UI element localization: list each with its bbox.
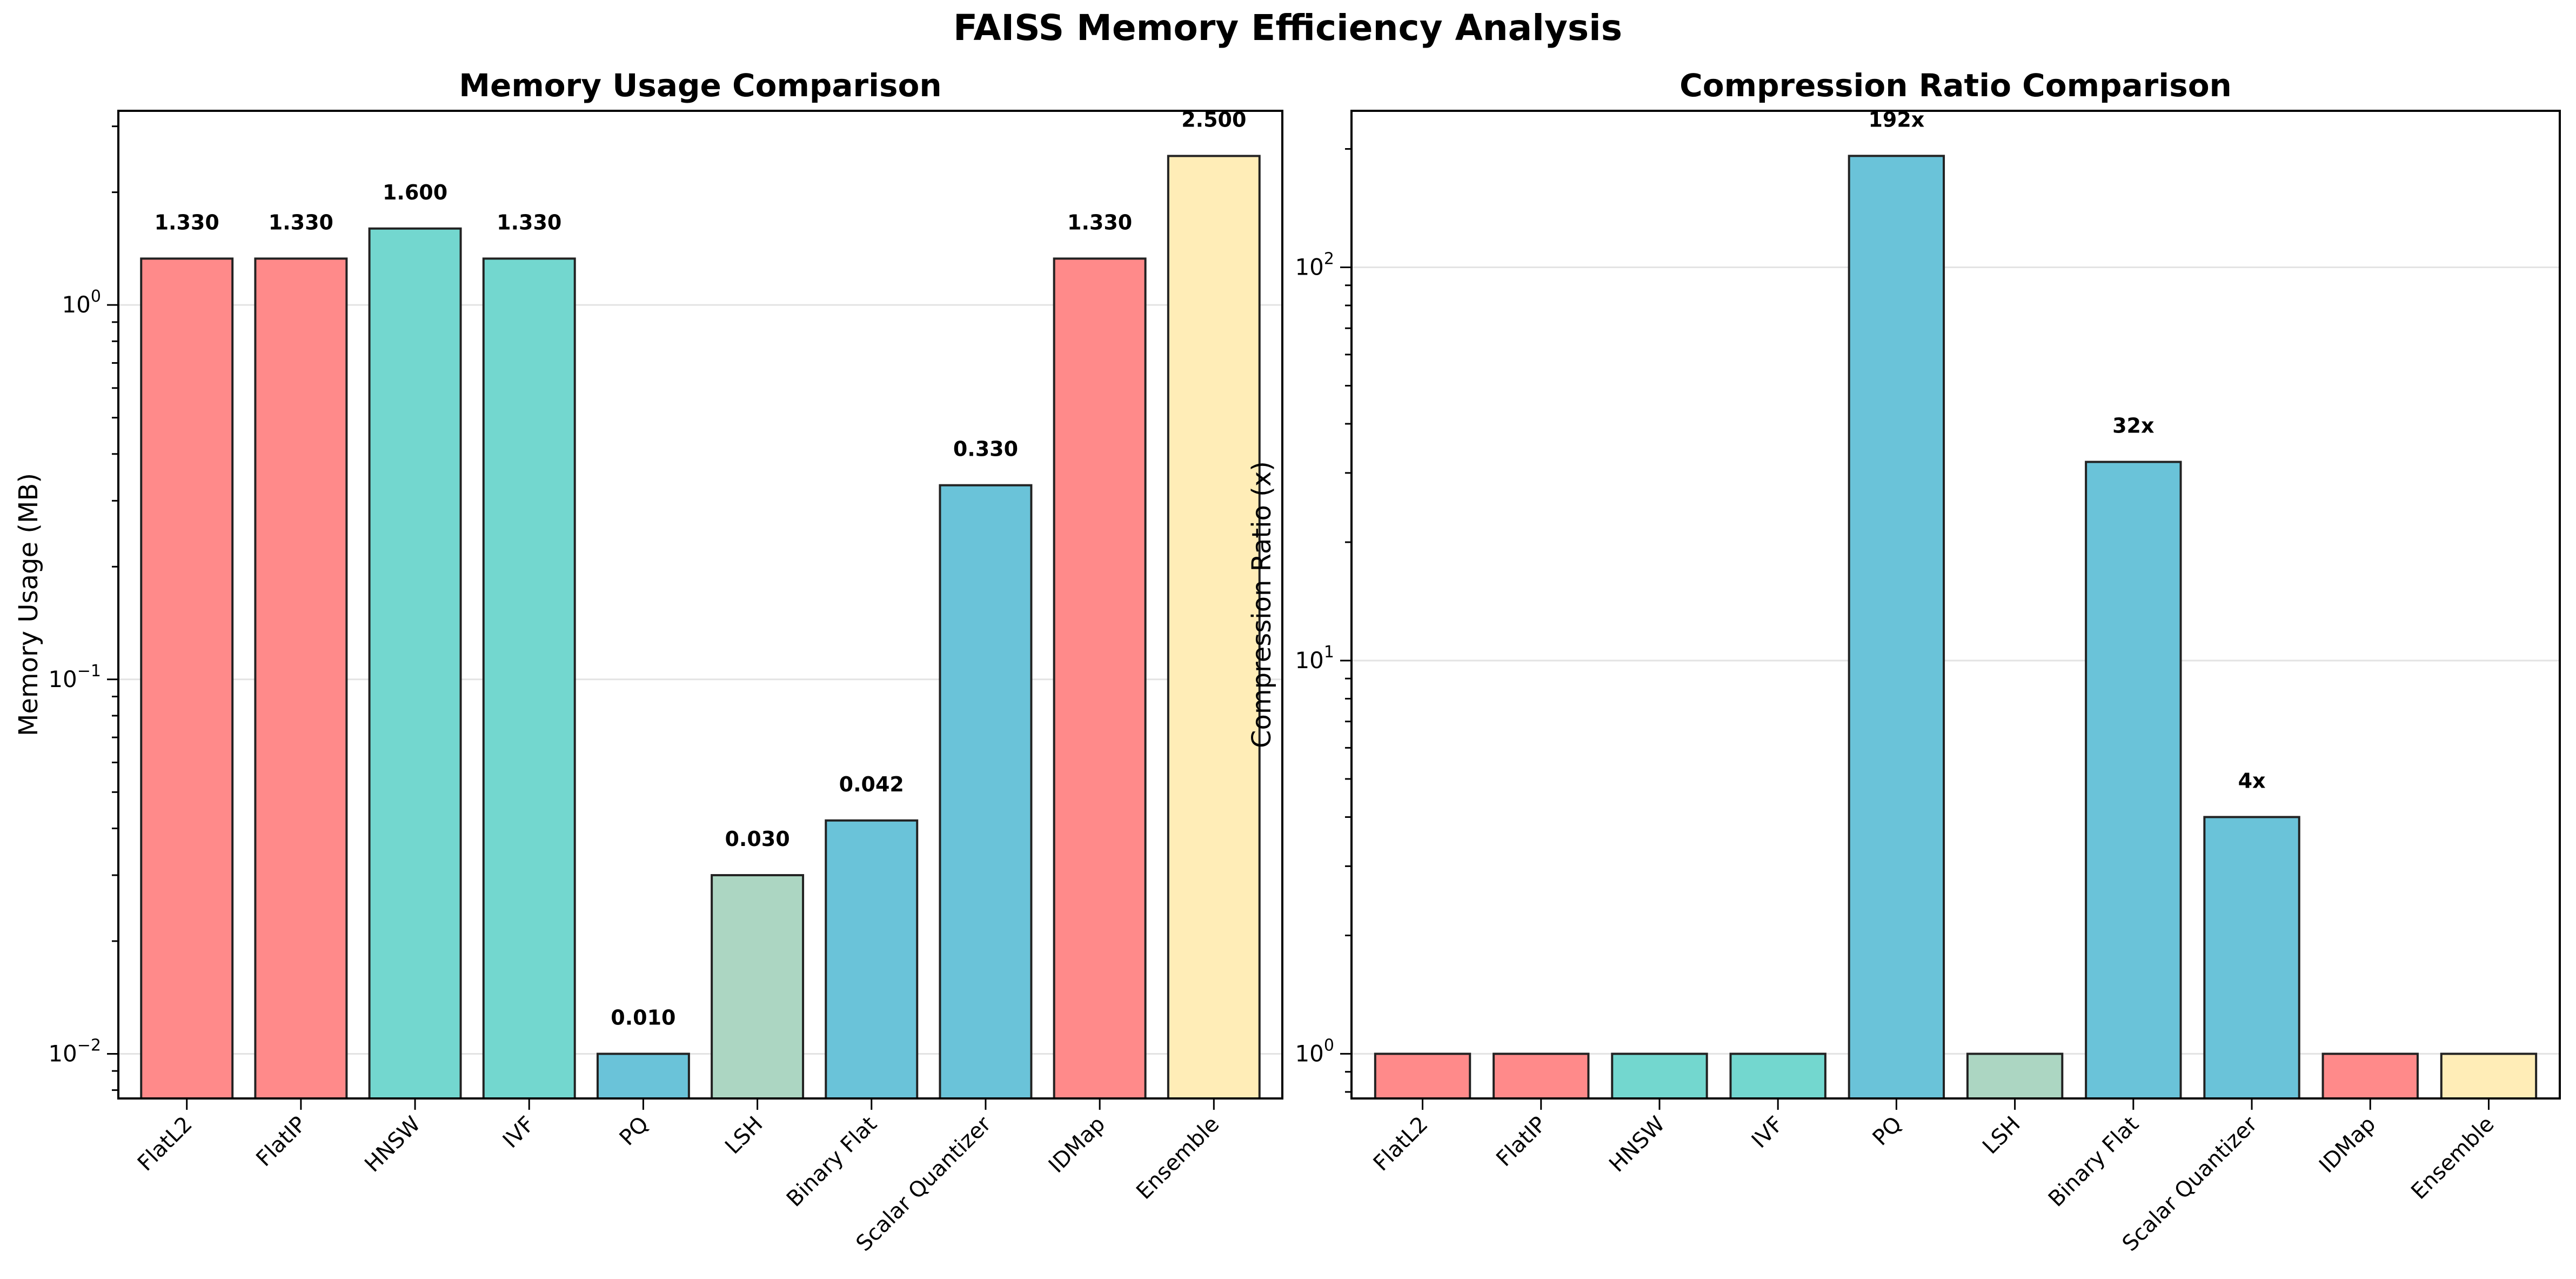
bar-flatip	[1493, 1052, 1590, 1100]
y-tick-exponent: 0	[1324, 1036, 1334, 1055]
y-tick-base: 10	[1295, 254, 1323, 280]
bar-value-label: 4x	[2238, 769, 2266, 792]
bar-hnsw	[1611, 1052, 1708, 1100]
bar-ivf	[1729, 1052, 1826, 1100]
y-axis-label: Memory Usage (MB)	[14, 473, 44, 736]
y-tick-exponent: 1	[1324, 643, 1334, 662]
memory-usage-chart: 1.330FlatL21.330FlatIP1.600HNSW1.330IVF0…	[14, 67, 1283, 1256]
y-tick-label: 10−2	[48, 1036, 101, 1067]
y-tick-label: 100	[1295, 1036, 1334, 1067]
y-tick-label: 100	[62, 287, 101, 318]
y-tick-base: 10	[48, 1040, 77, 1067]
bar-value-label: 1.600	[383, 181, 447, 204]
bar-value-label: 32x	[2112, 414, 2154, 437]
bar-flatip	[254, 257, 348, 1100]
bar-flatl2	[140, 257, 234, 1100]
bar-idmap	[1053, 257, 1147, 1100]
y-tick-base: 10	[1295, 1040, 1323, 1067]
y-tick-exponent: 2	[1324, 249, 1334, 268]
bar-pq	[1848, 155, 1945, 1100]
axes-frame	[1350, 110, 2561, 1100]
bar-scalar-quantizer	[2203, 816, 2300, 1100]
bar-value-label: 1.330	[497, 210, 561, 234]
bar-value-label: 1.330	[1067, 210, 1132, 234]
y-tick-exponent: −2	[77, 1036, 101, 1055]
y-tick-label: 102	[1295, 249, 1334, 280]
y-tick-base: 10	[1295, 647, 1323, 674]
chart-title: Compression Ratio Comparison	[1680, 67, 2232, 104]
y-tick-label: 10−1	[48, 662, 101, 692]
y-tick-exponent: 0	[91, 287, 101, 306]
chart-title: Memory Usage Comparison	[459, 67, 941, 104]
bar-binary-flat	[2085, 461, 2182, 1100]
bar-value-label: 0.010	[611, 1005, 675, 1029]
y-tick-exponent: −1	[77, 662, 101, 681]
bar-flatl2	[1374, 1052, 1471, 1100]
y-tick-label: 101	[1295, 643, 1334, 674]
bar-lsh	[711, 874, 805, 1100]
bar-ensemble	[2440, 1052, 2538, 1100]
bar-scalar-quantizer	[939, 484, 1033, 1100]
bar-value-label: 0.330	[953, 437, 1018, 461]
bar-binary-flat	[825, 819, 919, 1100]
bar-value-label: 1.330	[269, 210, 333, 234]
bar-ivf	[482, 257, 576, 1100]
bar-lsh	[1966, 1052, 2064, 1100]
axes-frame	[117, 110, 1283, 1100]
y-tick-base: 10	[62, 291, 90, 318]
bar-hnsw	[368, 227, 462, 1100]
bar-ensemble	[1167, 155, 1261, 1100]
bar-value-label: 0.030	[725, 827, 789, 851]
bar-value-label: 0.042	[839, 772, 904, 796]
bar-value-label: 1.330	[155, 210, 219, 234]
bar-idmap	[2321, 1052, 2419, 1100]
bar-pq	[596, 1052, 690, 1100]
y-tick-base: 10	[48, 666, 77, 692]
y-axis-label: Compression Ratio (x)	[1247, 461, 1277, 748]
figure-suptitle: FAISS Memory Efficiency Analysis	[953, 7, 1622, 49]
